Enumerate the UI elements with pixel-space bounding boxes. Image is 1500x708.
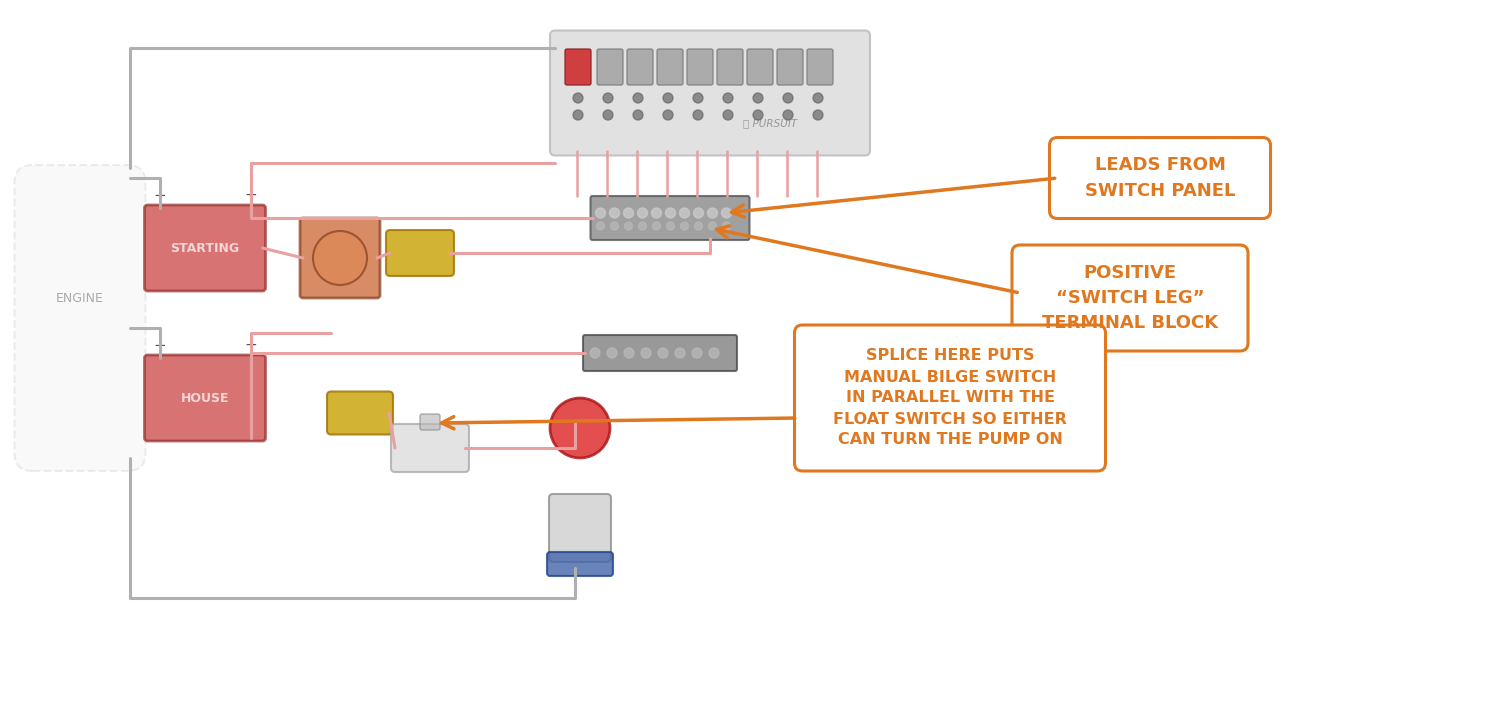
Circle shape [624, 222, 633, 230]
Circle shape [681, 222, 688, 230]
Circle shape [693, 110, 703, 120]
Circle shape [710, 348, 718, 358]
Text: LEADS FROM
SWITCH PANEL: LEADS FROM SWITCH PANEL [1084, 156, 1234, 200]
Circle shape [666, 208, 675, 218]
FancyBboxPatch shape [144, 205, 266, 291]
FancyBboxPatch shape [144, 355, 266, 441]
FancyBboxPatch shape [597, 49, 622, 85]
FancyBboxPatch shape [747, 49, 772, 85]
Text: +: + [244, 188, 256, 203]
Circle shape [590, 348, 600, 358]
Circle shape [597, 222, 604, 230]
Circle shape [550, 398, 610, 458]
Text: STARTING: STARTING [171, 241, 240, 254]
Circle shape [624, 208, 633, 218]
Circle shape [723, 110, 734, 120]
FancyBboxPatch shape [15, 165, 146, 471]
Circle shape [708, 222, 717, 230]
Circle shape [573, 93, 584, 103]
FancyBboxPatch shape [795, 325, 1106, 471]
Circle shape [633, 110, 644, 120]
FancyBboxPatch shape [584, 335, 736, 371]
Circle shape [658, 348, 668, 358]
FancyBboxPatch shape [1013, 245, 1248, 351]
Circle shape [609, 208, 619, 218]
FancyBboxPatch shape [566, 49, 591, 85]
FancyBboxPatch shape [386, 230, 454, 276]
Text: +: + [244, 338, 256, 353]
Circle shape [680, 208, 690, 218]
Circle shape [573, 110, 584, 120]
FancyBboxPatch shape [591, 196, 750, 240]
FancyBboxPatch shape [777, 49, 802, 85]
Circle shape [753, 93, 764, 103]
Circle shape [652, 222, 660, 230]
FancyBboxPatch shape [300, 218, 380, 298]
Text: −: − [153, 188, 166, 203]
Circle shape [753, 110, 764, 120]
Text: Ⓟ PURSUIT: Ⓟ PURSUIT [742, 118, 796, 128]
Circle shape [708, 208, 717, 218]
Circle shape [813, 110, 824, 120]
Circle shape [633, 93, 644, 103]
Circle shape [694, 222, 702, 230]
Circle shape [314, 231, 368, 285]
FancyBboxPatch shape [327, 392, 393, 435]
Circle shape [596, 208, 606, 218]
Circle shape [640, 348, 651, 358]
Circle shape [675, 348, 686, 358]
Circle shape [663, 110, 674, 120]
Circle shape [639, 222, 646, 230]
FancyBboxPatch shape [548, 552, 614, 576]
Circle shape [603, 110, 613, 120]
FancyBboxPatch shape [549, 494, 610, 562]
Circle shape [722, 208, 732, 218]
Circle shape [663, 93, 674, 103]
Circle shape [693, 93, 703, 103]
Circle shape [723, 93, 734, 103]
FancyBboxPatch shape [392, 424, 470, 472]
FancyBboxPatch shape [717, 49, 742, 85]
Circle shape [692, 348, 702, 358]
Text: −: − [153, 338, 166, 353]
Circle shape [693, 208, 703, 218]
Circle shape [783, 110, 794, 120]
Circle shape [624, 348, 634, 358]
Circle shape [666, 222, 675, 230]
FancyBboxPatch shape [627, 49, 652, 85]
Circle shape [608, 348, 616, 358]
Text: POSITIVE
“SWITCH LEG”
TERMINAL BLOCK: POSITIVE “SWITCH LEG” TERMINAL BLOCK [1042, 264, 1218, 332]
Text: ENGINE: ENGINE [56, 292, 104, 304]
Circle shape [651, 208, 662, 218]
Circle shape [723, 222, 730, 230]
Text: SPLICE HERE PUTS
MANUAL BILGE SWITCH
IN PARALLEL WITH THE
FLOAT SWITCH SO EITHER: SPLICE HERE PUTS MANUAL BILGE SWITCH IN … [833, 348, 1066, 447]
Circle shape [603, 93, 613, 103]
Circle shape [610, 222, 618, 230]
FancyBboxPatch shape [807, 49, 832, 85]
Text: HOUSE: HOUSE [180, 392, 230, 404]
Circle shape [638, 208, 648, 218]
FancyBboxPatch shape [420, 414, 440, 430]
FancyBboxPatch shape [1050, 137, 1270, 219]
FancyBboxPatch shape [550, 30, 870, 156]
Circle shape [783, 93, 794, 103]
Circle shape [813, 93, 824, 103]
FancyBboxPatch shape [687, 49, 712, 85]
FancyBboxPatch shape [657, 49, 682, 85]
